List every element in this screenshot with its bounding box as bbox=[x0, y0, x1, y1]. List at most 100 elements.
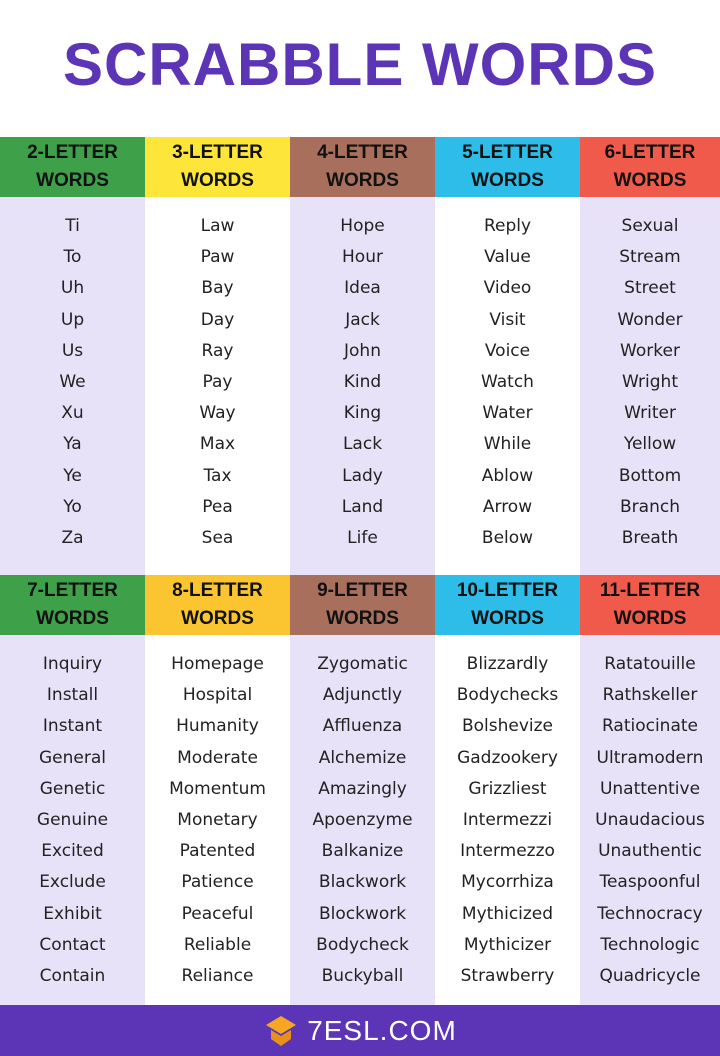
word-item: Patience bbox=[181, 872, 254, 893]
word-item: Law bbox=[200, 216, 235, 236]
word-item: Hour bbox=[342, 247, 383, 268]
word-list: Inquiry Install Instant General Genetic Genui… bbox=[0, 649, 145, 992]
word-item: Sea bbox=[201, 527, 234, 548]
word-item: Buckyball bbox=[321, 965, 404, 986]
page-title: SCRABBLE WORDS bbox=[63, 31, 657, 98]
column-header: 8-LETTER WORDS bbox=[145, 575, 290, 635]
word-item: Breath bbox=[621, 527, 679, 548]
word-item: Technocracy bbox=[597, 903, 703, 924]
word-item: Xu bbox=[61, 403, 84, 424]
word-item: General bbox=[39, 747, 106, 768]
word-column: 4-LETTER WORDS Hope Hour Idea Jack John Kind Kin… bbox=[290, 137, 435, 554]
word-item: Wright bbox=[622, 371, 678, 392]
column-backgrounds bbox=[0, 137, 720, 1005]
word-item: Video bbox=[483, 278, 532, 299]
word-item: Worker bbox=[620, 340, 680, 361]
column-bg bbox=[0, 137, 145, 1005]
word-item: Arrow bbox=[482, 496, 533, 517]
word-item: Ya bbox=[63, 434, 82, 455]
word-list: Sexual Stream Street Wonder Worker Wright Writ… bbox=[580, 211, 720, 554]
word-item: Max bbox=[199, 434, 236, 455]
word-item: Mycorrhiza bbox=[461, 872, 554, 893]
word-item: Strawberry bbox=[460, 965, 555, 986]
word-item: Watch bbox=[481, 371, 534, 392]
word-item: Monetary bbox=[177, 809, 258, 830]
word-item: Blockwork bbox=[318, 903, 407, 924]
column-bg bbox=[580, 137, 720, 1005]
word-item: Reliance bbox=[181, 965, 254, 986]
word-item: Up bbox=[60, 309, 85, 330]
word-column: 5-LETTER WORDS Reply Value Video Visit Voice Wa… bbox=[435, 137, 580, 554]
footer: 7ESL.COM bbox=[0, 1005, 720, 1056]
word-item: Yellow bbox=[623, 434, 677, 455]
word-item: Rathskeller bbox=[602, 685, 698, 706]
word-item: Technologic bbox=[600, 934, 700, 955]
header-text: 7-LETTER bbox=[27, 580, 118, 601]
word-item: Reliable bbox=[183, 934, 252, 955]
word-item: Moderate bbox=[177, 747, 258, 768]
word-list: Law Paw Bay Day Ray Pay Way Max Tax Pea Sea bbox=[145, 211, 290, 554]
word-item: Visit bbox=[489, 309, 526, 330]
word-item: Apoenzyme bbox=[312, 809, 413, 830]
word-item: Alchemize bbox=[318, 747, 407, 768]
header-text: WORDS bbox=[36, 170, 109, 191]
column-header: 2-LETTER WORDS bbox=[0, 137, 145, 197]
word-item: Mythicized bbox=[461, 903, 554, 924]
column-header: 10-LETTER WORDS bbox=[435, 575, 580, 635]
word-item: Bay bbox=[201, 278, 234, 299]
word-item: Branch bbox=[620, 496, 680, 517]
word-list: Homepage Hospital Humanity Moderate Momentum… bbox=[145, 649, 290, 992]
word-column: 7-LETTER WORDS Inquiry Install Instant Genera… bbox=[0, 575, 145, 992]
word-item: Ratatouille bbox=[604, 654, 696, 674]
header-text: WORDS bbox=[36, 608, 109, 629]
word-list: Blizzardly Bodychecks Bolshevize Gadzookery… bbox=[435, 649, 580, 992]
word-item: Street bbox=[624, 278, 676, 299]
column-bg bbox=[290, 137, 435, 1005]
word-item: Hope bbox=[340, 216, 385, 236]
word-item: Balkanize bbox=[321, 841, 404, 862]
word-item: Excited bbox=[41, 841, 104, 862]
word-item: Intermezzo bbox=[460, 841, 555, 862]
word-item: Bottom bbox=[618, 465, 682, 486]
word-item: Amazingly bbox=[318, 778, 407, 799]
word-item: Exhibit bbox=[43, 903, 102, 924]
word-item: Affluenza bbox=[322, 716, 403, 737]
word-item: Inquiry bbox=[42, 654, 103, 674]
word-item: Exclude bbox=[39, 872, 106, 893]
word-item: To bbox=[63, 247, 82, 268]
word-item: King bbox=[343, 403, 382, 424]
word-item: Ultramodern bbox=[596, 747, 704, 768]
word-column: 8-LETTER WORDS Homepage Hospital Humanity Mod… bbox=[145, 575, 290, 992]
word-item: Momentum bbox=[169, 778, 266, 799]
word-item: Unauthentic bbox=[598, 841, 702, 862]
word-item: Writer bbox=[624, 403, 676, 424]
header-text: WORDS bbox=[181, 170, 254, 191]
word-item: Blackwork bbox=[318, 872, 407, 893]
word-item: Unattentive bbox=[599, 778, 701, 799]
header-text: WORDS bbox=[326, 170, 399, 191]
logo-text: 7ESL.COM bbox=[307, 1014, 457, 1046]
word-item: Ti bbox=[65, 216, 80, 236]
graduation-cap-icon bbox=[266, 1015, 297, 1046]
word-column: 9-LETTER WORDS Zygomatic Adjunctly Affluenza… bbox=[290, 575, 435, 992]
word-item: Install bbox=[46, 685, 99, 706]
word-column: 10-LETTER WORDS Blizzardly Bodychecks Bolshe… bbox=[435, 575, 580, 992]
word-item: Jack bbox=[345, 309, 380, 330]
column-header: 5-LETTER WORDS bbox=[435, 137, 580, 197]
word-list: Hope Hour Idea Jack John Kind King Lack Lady Land… bbox=[290, 211, 435, 554]
header-text: WORDS bbox=[613, 608, 687, 629]
word-list: Reply Value Video Visit Voice Watch Water While… bbox=[435, 211, 580, 554]
word-item: Value bbox=[484, 247, 531, 268]
column-header: 4-LETTER WORDS bbox=[290, 137, 435, 197]
word-item: Way bbox=[199, 403, 236, 424]
word-item: Hospital bbox=[182, 685, 253, 706]
word-item: Day bbox=[200, 309, 235, 330]
word-item: Kind bbox=[343, 371, 382, 392]
word-item: Lady bbox=[342, 465, 383, 486]
header-text: WORDS bbox=[181, 608, 254, 629]
word-item: Ray bbox=[201, 340, 234, 361]
header-text: 9-LETTER bbox=[317, 580, 408, 601]
word-item: Pea bbox=[202, 496, 233, 517]
word-item: Ablow bbox=[481, 465, 534, 486]
column-bg bbox=[435, 137, 580, 1005]
